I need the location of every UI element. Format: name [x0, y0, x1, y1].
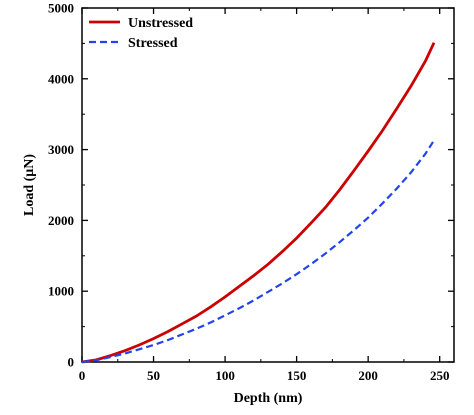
- axes: 0 50 100 150 200 250 0 1000 2000 3000 4000 5000: [48, 1, 455, 383]
- x-axis-label: Depth (nm): [234, 391, 303, 406]
- series-line-unstressed: [81, 42, 436, 364]
- x-tick-label: 150: [287, 368, 307, 383]
- legend: Unstressed Stressed: [89, 16, 193, 51]
- x-tick-label: 100: [215, 368, 235, 383]
- legend-label-unstressed: Unstressed: [128, 16, 193, 31]
- legend-label-stressed: Stressed: [128, 36, 178, 51]
- y-tick-label: 4000: [48, 71, 74, 86]
- y-axis-label: Load (μN): [22, 154, 37, 216]
- y-tick-label: 0: [68, 355, 75, 370]
- x-tick-label: 200: [358, 368, 378, 383]
- series-layer: [81, 42, 436, 364]
- y-tick-label: 5000: [48, 1, 74, 16]
- x-tick-label: 50: [147, 368, 160, 383]
- y-tick-label: 3000: [48, 142, 74, 157]
- y-tick-label: 1000: [48, 284, 74, 299]
- x-tick-label: 250: [430, 368, 450, 383]
- series-line-stressed: [81, 139, 435, 364]
- plot-frame: [81, 7, 455, 363]
- y-tick-label: 2000: [48, 213, 74, 228]
- x-tick-label: 0: [79, 368, 86, 383]
